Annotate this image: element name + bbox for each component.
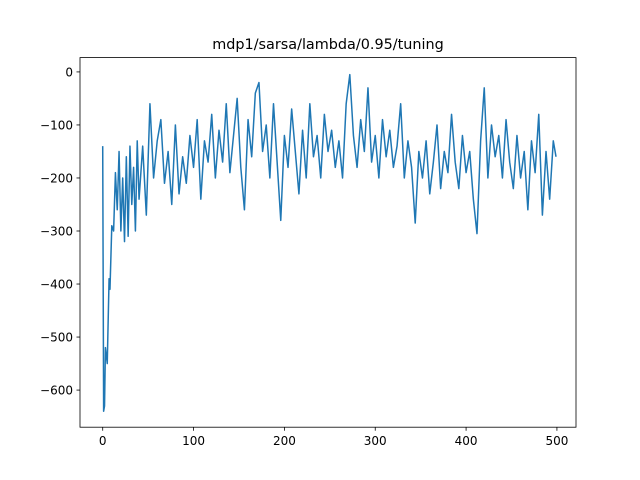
y-tick-label: −200 bbox=[40, 171, 73, 185]
y-tick-label: −300 bbox=[40, 224, 73, 238]
x-tick-label: 100 bbox=[182, 434, 205, 448]
x-tick-label: 500 bbox=[545, 434, 568, 448]
x-tick-label: 400 bbox=[455, 434, 478, 448]
x-tick-label: 0 bbox=[99, 434, 107, 448]
plot-frame bbox=[79, 57, 577, 428]
x-tick-label: 200 bbox=[273, 434, 296, 448]
x-tick-label: 300 bbox=[364, 434, 387, 448]
y-tick-label: −400 bbox=[40, 278, 73, 292]
line bbox=[101, 73, 557, 413]
y-tick-label: −600 bbox=[40, 384, 73, 398]
y-tick-label: −500 bbox=[40, 331, 73, 345]
y-tick-label: −100 bbox=[40, 118, 73, 132]
y-tick-label: 0 bbox=[65, 65, 73, 79]
chart-title: mdp1/sarsa/lambda/0.95/tuning bbox=[212, 37, 444, 53]
